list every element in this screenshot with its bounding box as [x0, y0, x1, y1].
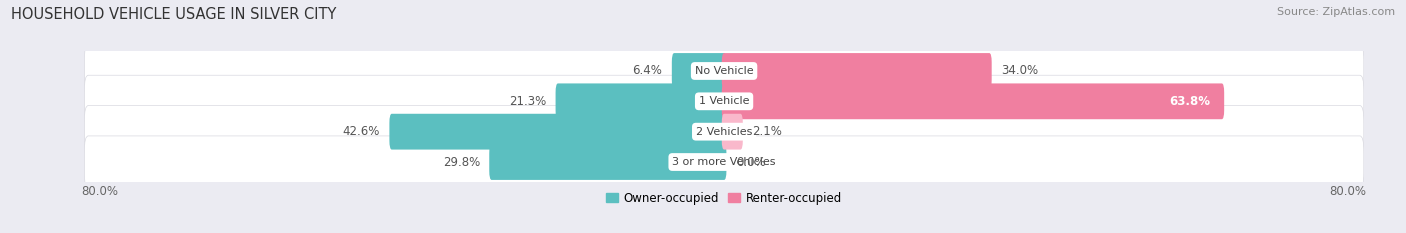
Text: 1 Vehicle: 1 Vehicle: [699, 96, 749, 106]
FancyBboxPatch shape: [84, 45, 1364, 97]
FancyBboxPatch shape: [721, 53, 991, 89]
Text: No Vehicle: No Vehicle: [695, 66, 754, 76]
FancyBboxPatch shape: [721, 114, 742, 150]
Text: 29.8%: 29.8%: [443, 155, 479, 168]
Text: 21.3%: 21.3%: [509, 95, 546, 108]
Legend: Owner-occupied, Renter-occupied: Owner-occupied, Renter-occupied: [606, 192, 842, 205]
Text: Source: ZipAtlas.com: Source: ZipAtlas.com: [1277, 7, 1395, 17]
Text: HOUSEHOLD VEHICLE USAGE IN SILVER CITY: HOUSEHOLD VEHICLE USAGE IN SILVER CITY: [11, 7, 336, 22]
FancyBboxPatch shape: [555, 83, 727, 119]
Text: 63.8%: 63.8%: [1170, 95, 1211, 108]
FancyBboxPatch shape: [489, 144, 727, 180]
Text: 0.0%: 0.0%: [735, 155, 765, 168]
Text: 2.1%: 2.1%: [752, 125, 782, 138]
Text: 6.4%: 6.4%: [633, 65, 662, 78]
Text: 2 Vehicles: 2 Vehicles: [696, 127, 752, 137]
FancyBboxPatch shape: [389, 114, 727, 150]
Text: 34.0%: 34.0%: [1001, 65, 1038, 78]
FancyBboxPatch shape: [84, 75, 1364, 127]
FancyBboxPatch shape: [84, 106, 1364, 158]
FancyBboxPatch shape: [84, 136, 1364, 188]
FancyBboxPatch shape: [672, 53, 727, 89]
Text: 3 or more Vehicles: 3 or more Vehicles: [672, 157, 776, 167]
FancyBboxPatch shape: [721, 83, 1225, 119]
Text: 42.6%: 42.6%: [343, 125, 380, 138]
